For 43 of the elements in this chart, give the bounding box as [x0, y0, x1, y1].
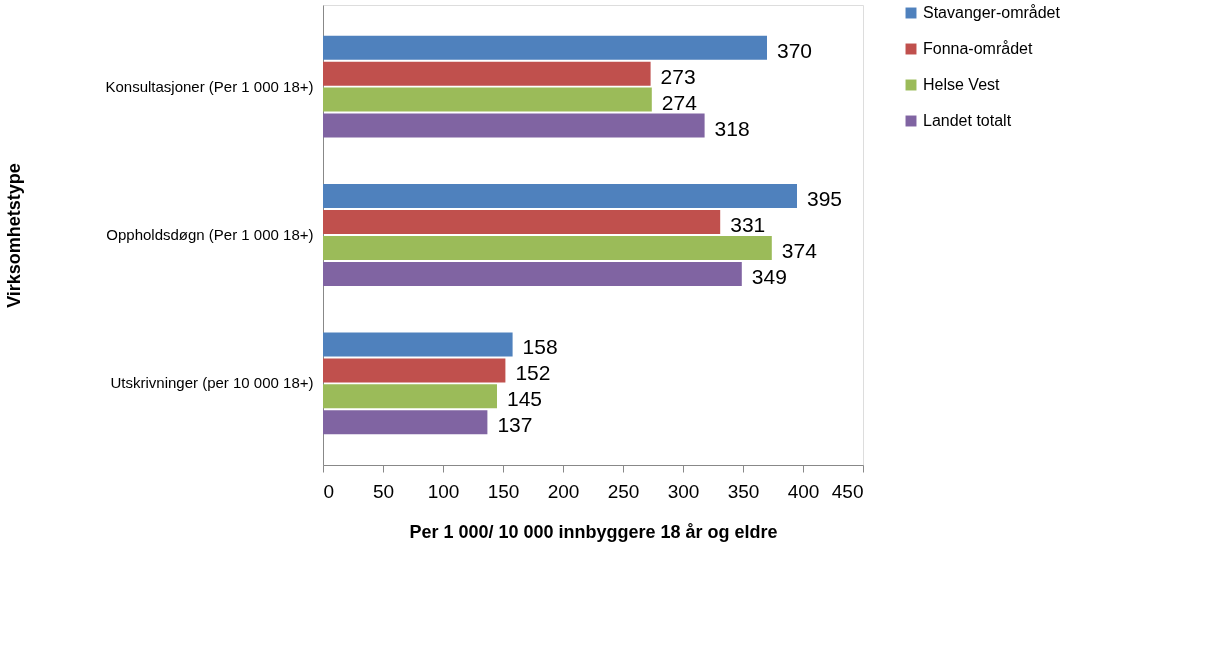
- x-tick-label: 450: [831, 480, 864, 502]
- legend-label: Stavanger-området: [923, 4, 1061, 21]
- bar: [323, 261, 742, 286]
- bar: [323, 235, 772, 260]
- bar: [323, 113, 705, 138]
- data-label: 274: [661, 90, 698, 114]
- legend-label: Landet totalt: [923, 112, 1012, 129]
- x-tick-label: 100: [427, 480, 460, 502]
- x-tick-label: 400: [787, 480, 820, 502]
- x-tick-label: 150: [487, 480, 520, 502]
- bar: [323, 384, 497, 409]
- x-tick-label: 350: [727, 480, 760, 502]
- bar: [323, 184, 797, 209]
- x-tick-label: 0: [323, 480, 335, 502]
- bar: [323, 210, 721, 235]
- data-label: 273: [660, 64, 696, 88]
- x-tick-label: 250: [607, 480, 640, 502]
- x-tick-label: 200: [547, 480, 580, 502]
- data-label: 145: [507, 387, 543, 411]
- bar: [323, 61, 651, 86]
- data-label: 137: [497, 413, 533, 437]
- data-label: 349: [751, 264, 787, 288]
- data-label: 370: [777, 38, 813, 62]
- data-label: 374: [781, 238, 818, 262]
- legend-label: Fonna-området: [923, 40, 1033, 57]
- data-label: 318: [714, 116, 750, 140]
- y-axis-title: Virksomhetstype: [3, 163, 24, 308]
- data-label: 331: [730, 213, 766, 237]
- data-label: 152: [515, 361, 551, 385]
- bar: [323, 87, 652, 112]
- data-label: 395: [807, 187, 843, 211]
- bar: [323, 410, 488, 435]
- x-tick-label: 300: [667, 480, 700, 502]
- y-tick-label: Konsultasjoner (Per 1 000 18+): [105, 77, 314, 95]
- data-label: 158: [522, 335, 558, 359]
- bar: [323, 35, 767, 60]
- bar: [323, 358, 506, 383]
- y-tick-label: Oppholdsdøgn (Per 1 000 18+): [106, 226, 314, 243]
- y-tick-label: Utskrivninger (per 10 000 18+): [110, 374, 314, 392]
- x-axis-title: Per 1 000/ 10 000 innbyggere 18 år og eldre: [409, 521, 778, 542]
- legend-label: Helse Vest: [923, 76, 1001, 93]
- bar: [323, 332, 513, 357]
- x-tick-label: 50: [372, 480, 395, 502]
